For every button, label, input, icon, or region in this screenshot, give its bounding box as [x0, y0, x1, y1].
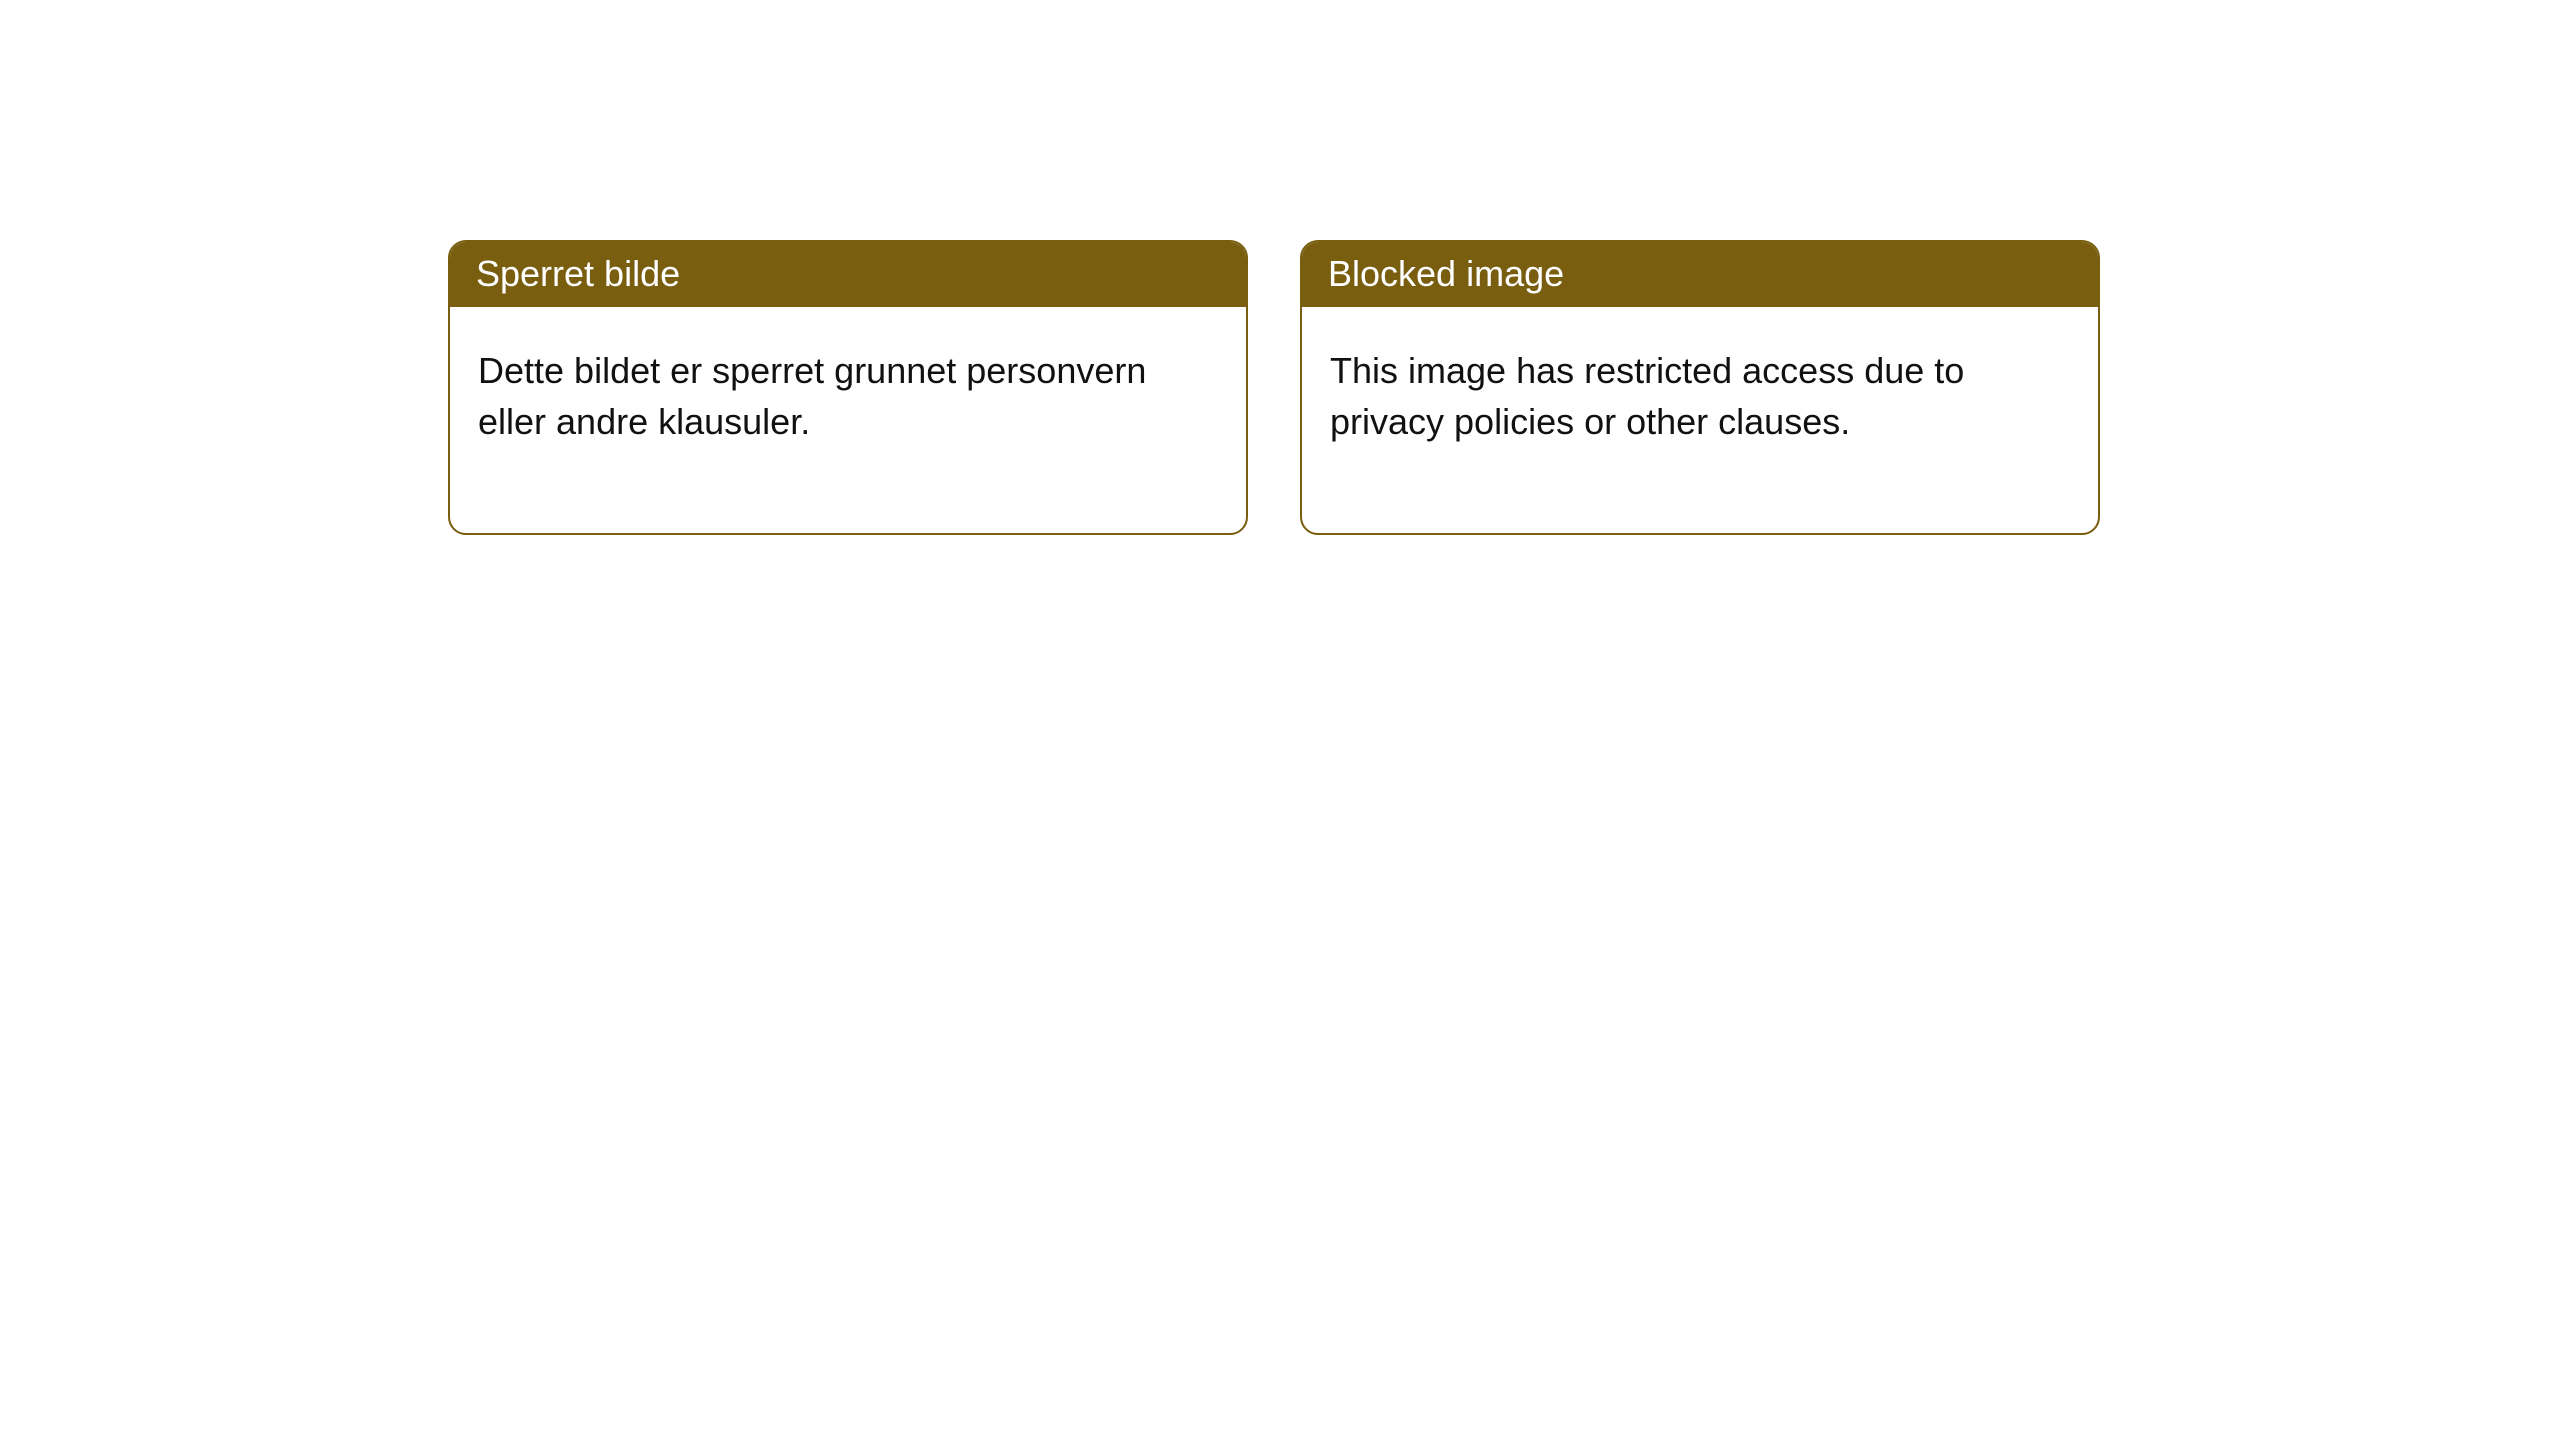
notice-body: Dette bildet er sperret grunnet personve… [450, 307, 1246, 533]
notice-box-norwegian: Sperret bilde Dette bildet er sperret gr… [448, 240, 1248, 535]
notice-header: Sperret bilde [450, 242, 1246, 307]
notice-header: Blocked image [1302, 242, 2098, 307]
notice-box-english: Blocked image This image has restricted … [1300, 240, 2100, 535]
notice-container: Sperret bilde Dette bildet er sperret gr… [448, 240, 2100, 535]
notice-body: This image has restricted access due to … [1302, 307, 2098, 533]
